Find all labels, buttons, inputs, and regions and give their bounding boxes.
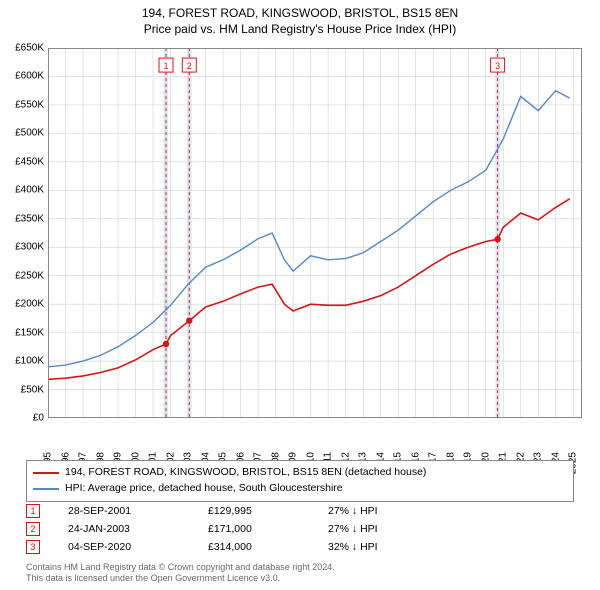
transaction-price: £171,000 (208, 523, 328, 535)
y-tick-label: £150K (15, 327, 44, 338)
legend: 194, FOREST ROAD, KINGSWOOD, BRISTOL, BS… (26, 460, 574, 502)
y-tick-label: £650K (15, 43, 44, 54)
transaction-date: 04-SEP-2020 (68, 541, 208, 553)
y-tick-label: £450K (15, 156, 44, 167)
transaction-hpi: 27% ↓ HPI (328, 505, 378, 517)
svg-text:2: 2 (187, 61, 192, 71)
legend-swatch (33, 472, 59, 474)
transactions-table: 1 28-SEP-2001£129,99527% ↓ HPI 2 24-JAN-200… (26, 502, 574, 556)
transaction-row: 1 28-SEP-2001£129,99527% ↓ HPI (26, 502, 574, 520)
legend-label: 194, FOREST ROAD, KINGSWOOD, BRISTOL, BS… (65, 465, 426, 481)
y-tick-label: £500K (15, 128, 44, 139)
svg-text:1: 1 (163, 61, 168, 71)
legend-swatch (33, 488, 59, 490)
footer-line1: Contains HM Land Registry data © Crown c… (26, 562, 574, 573)
legend-item-hpi: HPI: Average price, detached house, Sout… (33, 481, 567, 497)
legend-item-price-paid: 194, FOREST ROAD, KINGSWOOD, BRISTOL, BS… (33, 465, 567, 481)
transaction-row: 2 24-JAN-2003£171,00027% ↓ HPI (26, 520, 574, 538)
footer-attribution: Contains HM Land Registry data © Crown c… (26, 562, 574, 585)
svg-text:3: 3 (495, 61, 500, 71)
y-tick-label: £50K (21, 384, 44, 395)
y-tick-label: £100K (15, 356, 44, 367)
x-axis-labels: 1995199619971998199920002001200220032004… (48, 420, 582, 458)
transaction-price: £314,000 (208, 541, 328, 553)
title-address: 194, FOREST ROAD, KINGSWOOD, BRISTOL, BS… (0, 6, 600, 22)
transaction-date: 24-JAN-2003 (68, 523, 208, 535)
transaction-badge: 1 (26, 504, 40, 518)
chart-container: 194, FOREST ROAD, KINGSWOOD, BRISTOL, BS… (0, 0, 600, 590)
y-tick-label: £350K (15, 213, 44, 224)
transaction-hpi: 27% ↓ HPI (328, 523, 378, 535)
title-subtitle: Price paid vs. HM Land Registry's House … (0, 22, 600, 38)
chart-svg: 1 2 3 (48, 48, 582, 418)
transaction-row: 3 04-SEP-2020£314,00032% ↓ HPI (26, 538, 574, 556)
transaction-badge: 2 (26, 522, 40, 536)
transaction-badge: 3 (26, 540, 40, 554)
transaction-hpi: 32% ↓ HPI (328, 541, 378, 553)
transaction-date: 28-SEP-2001 (68, 505, 208, 517)
y-tick-label: £600K (15, 71, 44, 82)
y-tick-label: £300K (15, 242, 44, 253)
y-tick-label: £200K (15, 299, 44, 310)
plot-area: 1 2 3 (48, 48, 582, 418)
title-block: 194, FOREST ROAD, KINGSWOOD, BRISTOL, BS… (0, 0, 600, 37)
footer-line2: This data is licensed under the Open Gov… (26, 573, 574, 584)
transaction-price: £129,995 (208, 505, 328, 517)
y-axis-labels: £0£50K£100K£150K£200K£250K£300K£350K£400… (0, 48, 44, 418)
y-tick-label: £0 (33, 413, 44, 424)
y-tick-label: £400K (15, 185, 44, 196)
y-tick-label: £550K (15, 99, 44, 110)
y-tick-label: £250K (15, 270, 44, 281)
legend-label: HPI: Average price, detached house, Sout… (65, 481, 343, 497)
